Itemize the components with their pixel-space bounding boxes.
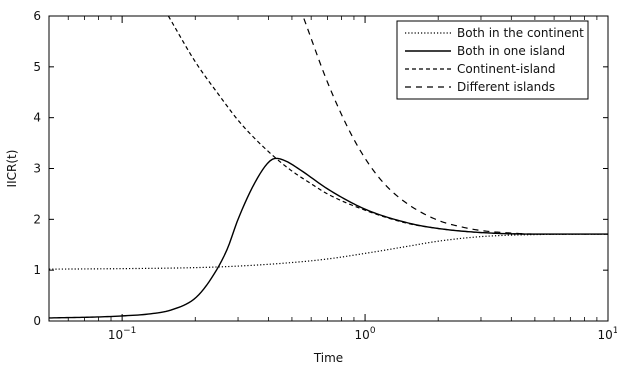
axis-ticks: 0 1 2 3 4 5 6 10−1 100 101 [33,9,617,342]
y-tick-label: 5 [33,60,41,74]
series-line-4 [303,18,608,235]
series-line-2 [49,157,608,319]
y-tick-label: 6 [33,9,41,23]
series-line-3 [167,16,608,235]
y-axis-label: IICR(t) [5,150,19,188]
y-tick-label: 4 [33,111,41,125]
y-tick-label: 0 [33,314,41,328]
legend-box [396,20,589,100]
legend-label-4: Different islands [457,80,555,94]
legend-label-3: Continent-island [457,62,556,76]
x-tick-label: 101 [597,326,617,342]
x-tick-label: 10−1 [108,326,137,342]
legend-label-1: Both in the continent [457,26,584,40]
x-axis-label: Time [313,351,343,365]
legend-label-2: Both in one island [457,44,565,58]
series-lines [49,16,608,319]
y-tick-label: 1 [33,263,41,277]
legend: Both in the continent Both in one island C… [396,20,589,100]
y-tick-label: 2 [33,212,41,226]
y-tick-label: 3 [33,162,41,176]
series-line-1 [49,233,608,270]
x-tick-label: 100 [355,326,376,342]
